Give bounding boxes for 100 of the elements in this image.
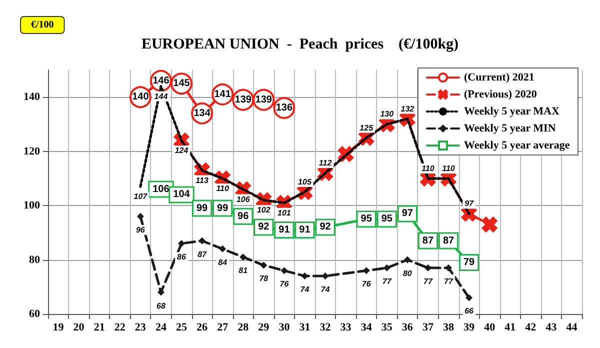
data-label: 110 <box>422 164 435 173</box>
data-label: 110 <box>442 164 456 173</box>
x-tick-label: 22 <box>114 322 126 334</box>
data-label: 66 <box>464 306 474 316</box>
x-tick-label: 40 <box>484 322 496 334</box>
x-tick-label: 44 <box>566 322 578 334</box>
data-label: 84 <box>218 258 228 267</box>
data-label: 87 <box>422 235 434 246</box>
data-label: 96 <box>238 210 250 222</box>
point <box>240 254 247 261</box>
data-label: 97 <box>464 199 474 208</box>
x-tick-label: 29 <box>258 322 270 334</box>
data-label: 99 <box>196 202 208 214</box>
data-label: 97 <box>402 208 414 220</box>
x-tick-label: 19 <box>52 322 64 334</box>
data-label: 130 <box>380 110 394 119</box>
legend-label: Weekly 5 year average <box>464 140 570 152</box>
data-label: 92 <box>320 222 332 233</box>
x-tick-label: 23 <box>134 322 146 334</box>
data-label: 124 <box>174 146 189 155</box>
y-tick-label: 80 <box>29 254 40 266</box>
data-label: 107 <box>134 192 148 202</box>
data-label: 77 <box>444 276 454 286</box>
legend-label: (Previous) 2020 <box>464 88 538 100</box>
data-label: 139 <box>255 94 272 106</box>
data-label: 101 <box>278 208 292 218</box>
data-label: 139 <box>234 94 252 106</box>
data-label: 134 <box>194 108 211 119</box>
data-label: 81 <box>238 266 248 276</box>
point <box>301 272 308 280</box>
point <box>482 217 498 232</box>
data-label: 77 <box>382 276 392 286</box>
data-label: 76 <box>280 280 290 289</box>
point <box>280 267 288 274</box>
x-tick-label: 41 <box>504 322 516 334</box>
data-label: 140 <box>132 92 150 103</box>
data-label: 136 <box>276 102 293 114</box>
x-tick-label: 33 <box>340 322 352 334</box>
point <box>136 212 144 220</box>
data-label: 125 <box>360 123 374 132</box>
point <box>445 264 452 272</box>
x-tick-label: 35 <box>381 322 393 334</box>
data-label: 91 <box>278 224 290 236</box>
data-label: 68 <box>156 301 166 310</box>
data-label: 146 <box>152 75 170 86</box>
legend-label: Weekly 5 year MIN <box>464 122 556 134</box>
legend-label: Weekly 5 year MAX <box>464 106 560 118</box>
data-label: 77 <box>424 276 433 286</box>
point <box>424 264 432 272</box>
x-tick-label: 38 <box>443 322 454 334</box>
point <box>178 240 185 248</box>
data-label: 112 <box>318 158 332 168</box>
x-tick-label: 34 <box>360 322 372 334</box>
point <box>198 237 206 244</box>
x-tick-label: 31 <box>299 322 310 334</box>
x-tick-label: 30 <box>278 322 290 334</box>
data-label: 95 <box>381 214 393 225</box>
x-tick-label: 24 <box>155 322 167 334</box>
x-tick-label: 39 <box>464 322 476 334</box>
data-label: 96 <box>136 225 146 234</box>
x-tick-label: 36 <box>402 322 414 334</box>
data-label: 79 <box>463 256 476 268</box>
data-label: 87 <box>442 235 454 246</box>
x-tick-label: 28 <box>238 322 250 334</box>
data-label: 92 <box>258 222 270 233</box>
y-tick-label: 100 <box>24 200 40 212</box>
data-label: 99 <box>217 202 229 214</box>
legend-label: (Current) 2021 <box>464 72 534 84</box>
x-tick-label: 21 <box>94 322 105 334</box>
point <box>219 245 226 252</box>
data-label: 141 <box>214 88 232 100</box>
point <box>322 272 329 280</box>
point <box>362 267 370 274</box>
data-label: 87 <box>198 250 208 259</box>
x-tick-label: 43 <box>546 322 558 334</box>
point <box>404 256 411 264</box>
data-label: 74 <box>300 285 310 294</box>
data-label: 145 <box>173 78 190 90</box>
data-label: 105 <box>298 178 312 186</box>
data-label: 110 <box>216 184 230 193</box>
data-label: 78 <box>259 274 269 284</box>
x-tick-label: 37 <box>422 322 434 334</box>
data-label: 74 <box>320 285 330 294</box>
data-label: 95 <box>360 214 372 225</box>
data-label: 91 <box>299 224 311 236</box>
y-tick-label: 120 <box>24 145 40 158</box>
data-label: 113 <box>196 176 209 185</box>
x-tick-label: 26 <box>196 322 208 334</box>
point <box>383 264 390 272</box>
text: €/100 <box>31 20 54 30</box>
x-tick-label: 32 <box>320 322 332 334</box>
x-tick-label: 42 <box>525 322 537 334</box>
data-label: 106 <box>236 194 250 204</box>
chart-title: EUROPEAN UNION - Peach prices (€/100kg) <box>141 36 459 52</box>
data-label: 76 <box>362 280 372 289</box>
data-label: 144 <box>154 92 168 101</box>
x-tick-label: 20 <box>73 322 85 334</box>
point <box>260 262 268 269</box>
data-label: 102 <box>256 206 271 215</box>
x-tick-label: 27 <box>217 322 229 334</box>
